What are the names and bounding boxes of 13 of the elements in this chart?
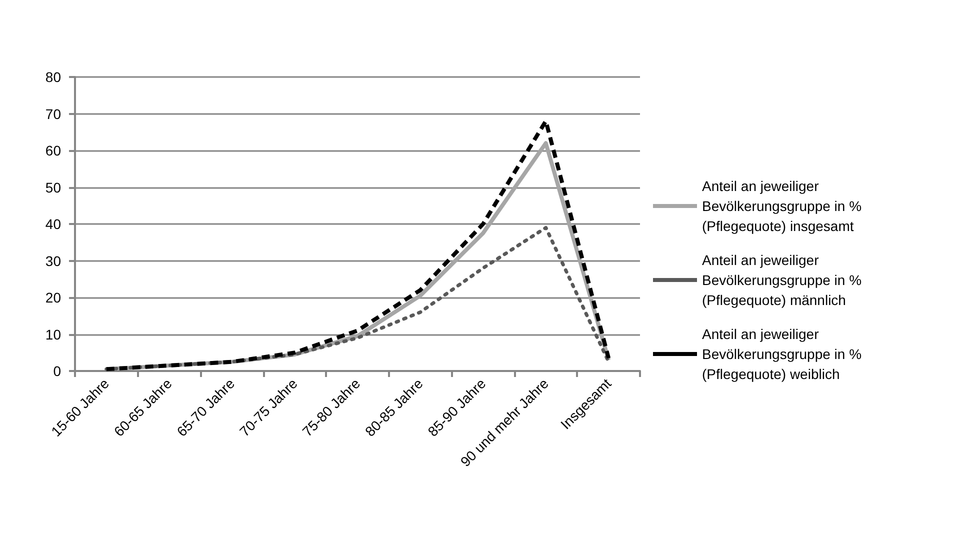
y-tick-label: 50 [45,179,62,196]
y-tick-label: 40 [45,216,62,232]
y-tick-label: 70 [45,106,62,122]
y-tick-label: 30 [45,252,62,269]
y-tick-label: 0 [53,363,62,379]
legend-label: Anteil an jeweiliger Bevölkerungsgruppe in % (Pflegequote) weiblich [702,326,866,382]
y-tick-label: 60 [45,142,62,158]
legend-label: Anteil an jeweiliger Bevölkerungsgruppe in % (Pflegequote) männlich [702,252,866,308]
y-tick-label: 10 [45,326,62,342]
y-tick-label: 20 [45,290,62,306]
y-tick-label: 80 [45,69,62,85]
line-series [104,226,610,371]
legend-label: Anteil an jeweiliger Bevölkerungsgruppe in % (Pflegequote) insgesamt [702,178,866,234]
